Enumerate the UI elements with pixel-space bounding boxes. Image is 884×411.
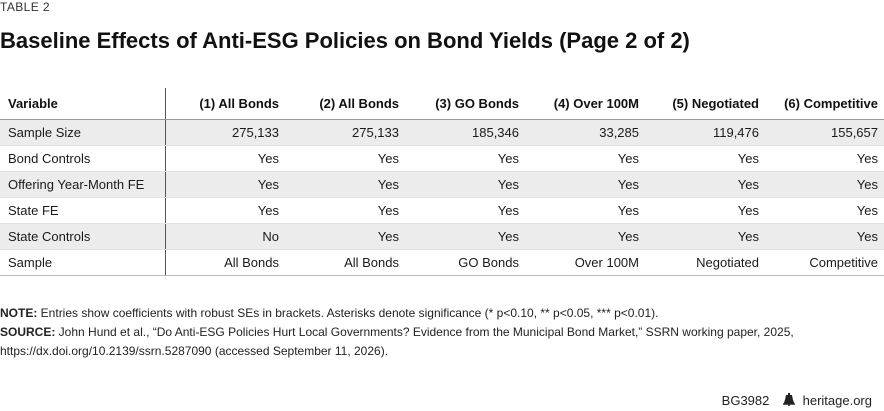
table-cell: Yes — [285, 171, 405, 198]
note-text: Entries show coefficients with robust SE… — [37, 306, 659, 320]
row-label: Offering Year-Month FE — [0, 171, 166, 198]
table-cell: Yes — [645, 223, 765, 250]
table-row: State FE Yes Yes Yes Yes Yes Yes — [0, 197, 884, 224]
column-header: (5) Negotiated — [645, 88, 765, 120]
page-title: Baseline Effects of Anti-ESG Policies on… — [0, 28, 690, 53]
table-cell: Yes — [765, 145, 884, 172]
table-cell: Over 100M — [525, 249, 645, 276]
site-link[interactable]: heritage.org — [802, 393, 872, 408]
table-cell: Yes — [525, 197, 645, 224]
table-cell: 185,346 — [405, 119, 525, 146]
row-label: State FE — [0, 197, 166, 224]
note-label: NOTE: — [0, 306, 38, 320]
table-cell: Yes — [285, 223, 405, 250]
table-cell: Yes — [285, 145, 405, 172]
liberty-bell-icon — [782, 393, 795, 409]
table-cell: GO Bonds — [405, 249, 525, 276]
row-label: Sample Size — [0, 119, 166, 146]
table-cell: Yes — [405, 223, 525, 250]
row-label: State Controls — [0, 223, 166, 250]
table-cell: Yes — [165, 145, 285, 172]
table-cell: Competitive — [765, 249, 884, 276]
row-label: Sample — [0, 249, 166, 276]
table-cell: Yes — [165, 197, 285, 224]
table-cell: 275,133 — [165, 119, 285, 146]
table-cell: Yes — [645, 171, 765, 198]
note-line: NOTE: Entries show coefficients with rob… — [0, 304, 884, 323]
table-cell: Yes — [405, 171, 525, 198]
table-cell: No — [165, 223, 285, 250]
data-table: Variable (1) All Bonds (2) All Bonds (3)… — [0, 88, 884, 276]
table-row: Sample Size 275,133 275,133 185,346 33,2… — [0, 119, 884, 146]
table-cell: Yes — [645, 197, 765, 224]
table-cell: Yes — [765, 171, 884, 198]
table-cell: 275,133 — [285, 119, 405, 146]
table-cell: Yes — [405, 197, 525, 224]
table-cell: Yes — [765, 197, 884, 224]
row-label: Bond Controls — [0, 145, 166, 172]
table-cell: All Bonds — [285, 249, 405, 276]
table-header-row: Variable (1) All Bonds (2) All Bonds (3)… — [0, 88, 884, 120]
column-header: (1) All Bonds — [165, 88, 285, 120]
column-header: Variable — [0, 88, 166, 120]
column-header: (2) All Bonds — [285, 88, 405, 120]
source-text: John Hund et al., “Do Anti-ESG Policies … — [0, 325, 794, 358]
source-line: SOURCE: John Hund et al., “Do Anti-ESG P… — [0, 323, 884, 361]
table-cell: Yes — [405, 145, 525, 172]
table-cell: Negotiated — [645, 249, 765, 276]
data-table-wrapper: Variable (1) All Bonds (2) All Bonds (3)… — [0, 88, 884, 276]
column-header: (4) Over 100M — [525, 88, 645, 120]
table-cell: 155,657 — [765, 119, 884, 146]
table-row: State Controls No Yes Yes Yes Yes Yes — [0, 223, 884, 250]
table-cell: 119,476 — [645, 119, 765, 146]
table-row: Bond Controls Yes Yes Yes Yes Yes Yes — [0, 145, 884, 172]
table-cell: Yes — [765, 223, 884, 250]
report-code: BG3982 — [721, 393, 770, 408]
table-cell: Yes — [165, 171, 285, 198]
column-header: (3) GO Bonds — [405, 88, 525, 120]
table-cell: Yes — [525, 223, 645, 250]
table-cell: Yes — [525, 171, 645, 198]
column-header: (6) Competitive — [765, 88, 884, 120]
table-row: Offering Year-Month FE Yes Yes Yes Yes Y… — [0, 171, 884, 198]
table-cell: Yes — [645, 145, 765, 172]
table-row: Sample All Bonds All Bonds GO Bonds Over… — [0, 249, 884, 276]
source-label: SOURCE: — [0, 325, 56, 339]
table-cell: 33,285 — [525, 119, 645, 146]
table-cell: All Bonds — [165, 249, 285, 276]
table-notes: NOTE: Entries show coefficients with rob… — [0, 304, 884, 361]
table-kicker: TABLE 2 — [0, 0, 50, 14]
table-cell: Yes — [285, 197, 405, 224]
footer-credit: BG3982 heritage.org — [722, 393, 872, 409]
table-cell: Yes — [525, 145, 645, 172]
